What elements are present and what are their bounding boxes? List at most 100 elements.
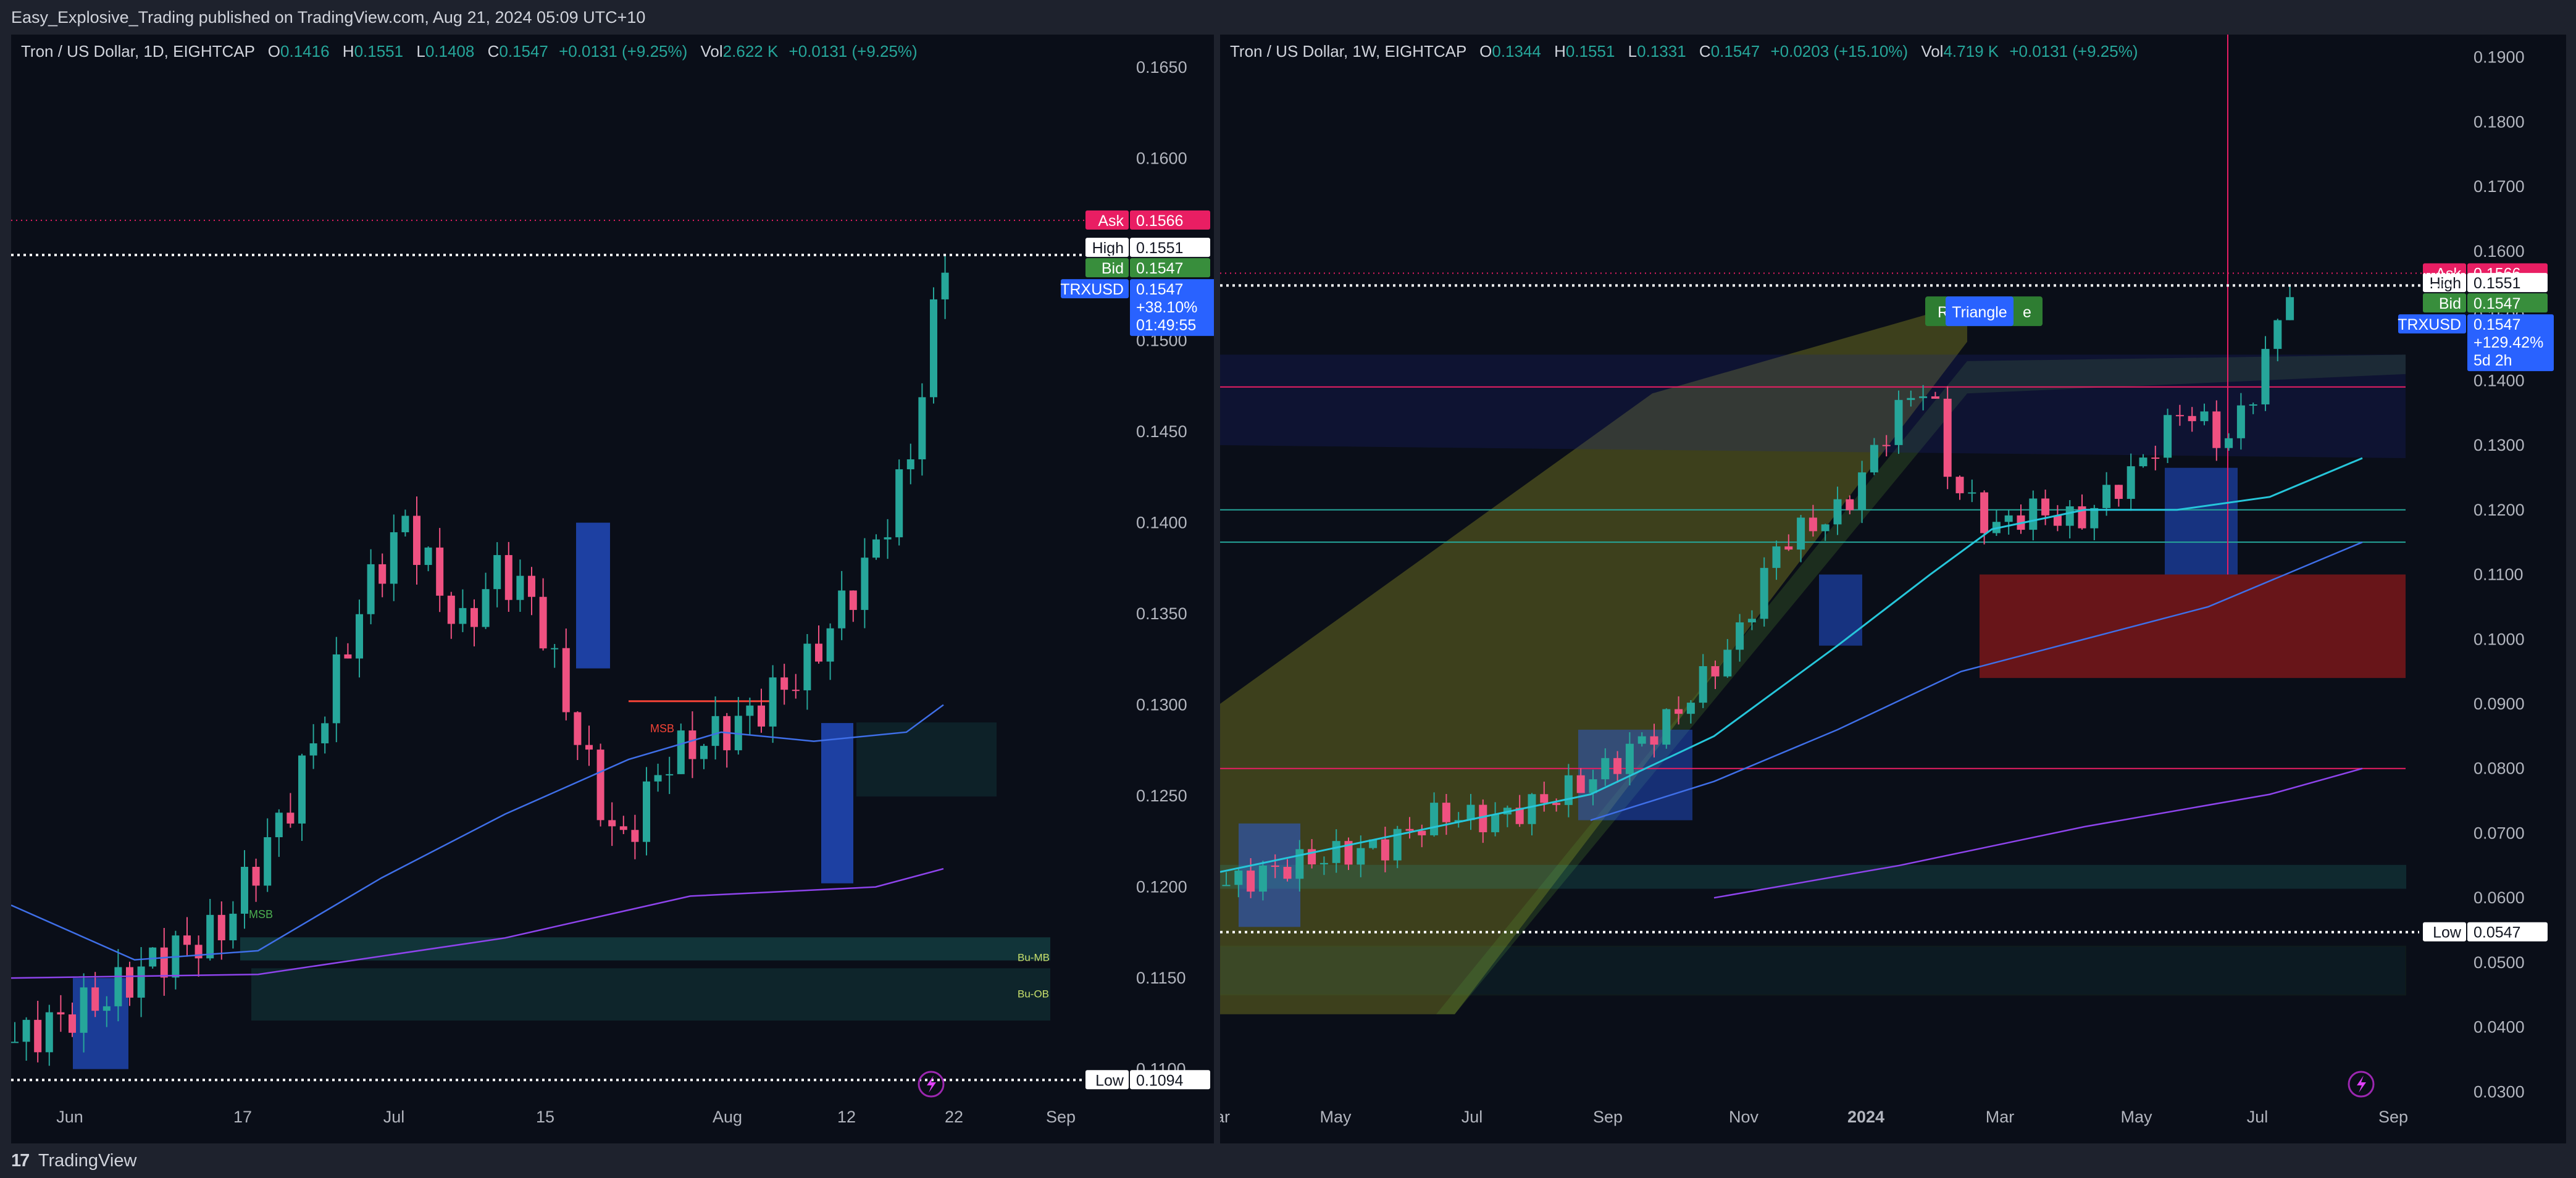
l-bu-mb-label: Bu-MB (1018, 952, 1050, 964)
l-candle-body-2 (34, 1019, 42, 1053)
r-symbol-value-bg (2467, 314, 2554, 372)
r-y-tick-12: 0.0700 (2474, 824, 2525, 842)
l-candle-body-40 (470, 608, 478, 627)
r-x-tick-9: Sep (2378, 1108, 2408, 1126)
r-candle-body-33 (1625, 743, 1634, 774)
r-low-band (1220, 945, 2406, 996)
l-candle-body-34 (401, 516, 409, 533)
l-high-value: 0.1551 (1136, 240, 1183, 257)
r-candle-body-10 (1344, 841, 1353, 865)
r-y-tick-11: 0.0800 (2474, 759, 2525, 778)
l-low-value-bg (1130, 1070, 1210, 1090)
l-candle-body-31 (367, 564, 375, 614)
r-bid-name: Bid (2439, 295, 2461, 312)
tradingview-logo-icon: 17 (11, 1151, 30, 1171)
l-bu-ob-label: Bu-OB (1018, 988, 1049, 1000)
weekly-legend: Tron / US Dollar, 1W, EIGHTCAP O0.1344 H… (1230, 42, 2138, 61)
r-candle-body-58 (1931, 396, 1939, 399)
r-candle-body-30 (1589, 779, 1597, 793)
l-y-tick-4: 0.1450 (1136, 422, 1187, 441)
r-candle-body-27 (1552, 803, 1561, 805)
l-candle-body-49 (574, 712, 582, 745)
daily-low-label: L (416, 42, 425, 61)
l-candle-body-75 (872, 539, 880, 558)
r-y-tick-1: 0.1800 (2474, 112, 2525, 131)
r-candle-body-72 (2102, 485, 2111, 508)
l-candle-body-12 (149, 947, 157, 967)
l-bid-value: 0.1547 (1136, 260, 1183, 277)
r-y-tick-16: 0.0300 (2474, 1082, 2525, 1101)
r-y-tick-9: 0.1000 (2474, 630, 2525, 648)
r-candle-body-80 (2200, 411, 2209, 422)
l-ma-purple (11, 867, 944, 979)
l-candle-body-71 (826, 628, 834, 662)
r-annotation-triangle: Triangle (1952, 304, 2007, 321)
r-symbol-change: +129.42% (2474, 334, 2543, 351)
l-candle-body-16 (194, 945, 203, 959)
r-candle-body-39 (1699, 666, 1707, 703)
r-candle-body-25 (1528, 794, 1536, 824)
r-candle-body-11 (1357, 848, 1365, 865)
l-candle-body-9 (114, 967, 122, 1006)
l-x-tick-7: Sep (1046, 1108, 1076, 1126)
r-candle-body-41 (1723, 650, 1732, 677)
r-candle-body-13 (1381, 839, 1389, 861)
l-lightning-icon (918, 1071, 945, 1098)
l-ask-value-bg (1130, 210, 1210, 230)
l-ob-zone-3 (821, 723, 853, 884)
r-annotation-e: e (2023, 304, 2031, 321)
l-x-tick-3: 15 (536, 1108, 554, 1126)
l-candle-body-69 (803, 643, 811, 691)
weekly-volume-change: +0.0131 (+9.25%) (2009, 42, 2138, 61)
r-y-tick-0: 0.1900 (2474, 48, 2525, 67)
l-bid-name-bg (1085, 258, 1129, 278)
l-high-value-bg (1130, 238, 1210, 257)
r-candle-body-57 (1919, 396, 1928, 398)
l-candle-body-41 (482, 589, 490, 627)
r-candle-body-82 (2225, 438, 2233, 448)
daily-legend: Tron / US Dollar, 1D, EIGHTCAP O0.1416 H… (21, 42, 918, 61)
l-symbol-value-bg (1130, 279, 1214, 336)
l-ask-name: Ask (1098, 212, 1124, 230)
l-candle-body-21 (252, 866, 260, 886)
r-candle-body-76 (2151, 457, 2160, 459)
l-candle-body-1 (22, 1019, 30, 1042)
l-y-tick-0: 0.1650 (1136, 58, 1187, 77)
r-navy-band (1220, 354, 2406, 459)
r-candle-body-66 (2029, 498, 2038, 530)
l-x-tick-0: Jun (56, 1108, 83, 1126)
r-ma-cyan (1220, 457, 2363, 873)
l-candle-body-66 (769, 677, 777, 727)
l-candle-body-79 (918, 397, 926, 459)
r-candle-body-46 (1784, 546, 1793, 550)
l-candle-body-74 (861, 558, 869, 610)
daily-low-value: 0.1408 (425, 42, 475, 61)
l-x-tick-2: Jul (383, 1108, 405, 1126)
r-candle-body-22 (1491, 814, 1500, 832)
r-candle-body-59 (1943, 398, 1952, 477)
r-candle-body-40 (1711, 666, 1720, 677)
r-candle-body-86 (2273, 320, 2282, 349)
l-candle-body-47 (551, 648, 559, 650)
l-candle-body-45 (528, 575, 535, 597)
r-x-tick-8: Jul (2247, 1108, 2269, 1126)
l-candle-body-60 (700, 746, 708, 759)
daily-open-value: 0.1416 (280, 42, 330, 61)
weekly-low-value: 0.1331 (1637, 42, 1686, 61)
r-lightning-glyph (2357, 1076, 2366, 1093)
l-candle-body-20 (241, 866, 248, 914)
r-candle-body-64 (2004, 515, 2013, 522)
weekly-close-value: 0.1547 (1710, 42, 1760, 61)
tradingview-footer: 17 TradingView (0, 1143, 2576, 1178)
publish-text: Easy_Explosive_Trading published on Trad… (11, 8, 646, 27)
weekly-symbol-line: Tron / US Dollar, 1W, EIGHTCAP (1230, 42, 1466, 61)
r-candle-body-84 (2249, 404, 2257, 406)
r-ob-4 (2165, 467, 2238, 575)
r-symbol-name-bg (2398, 314, 2466, 334)
l-candle-body-30 (356, 614, 363, 659)
l-msb-label-2: MSB (650, 722, 674, 735)
